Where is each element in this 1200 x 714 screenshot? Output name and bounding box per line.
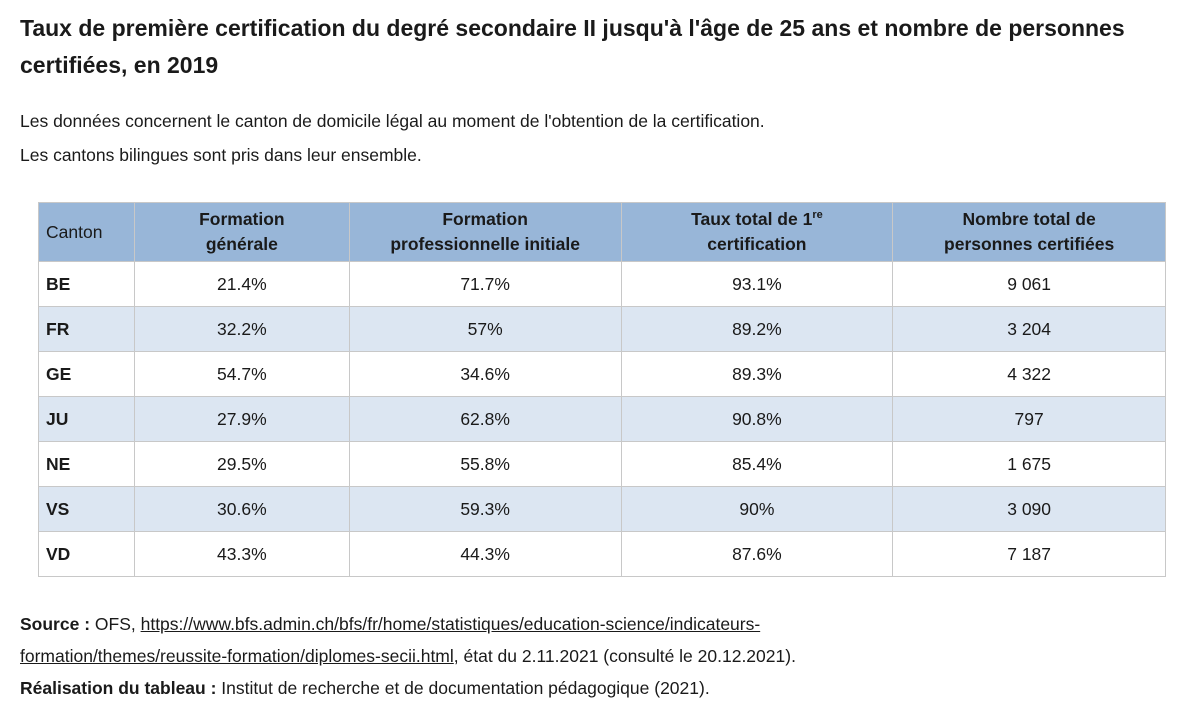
cell-pro: 44.3%: [348, 531, 622, 577]
subtitle-line-2: Les cantons bilingues sont pris dans leu…: [20, 145, 422, 165]
source-label: Source :: [20, 614, 91, 634]
table-row: GE 54.7% 34.6% 89.3% 4 322: [38, 351, 1166, 397]
cell-canton: GE: [38, 351, 135, 397]
cell-taux: 90.8%: [620, 396, 894, 442]
header-taux-total: Taux total de 1re certification: [620, 202, 894, 262]
header-taux-superscript: re: [812, 209, 823, 221]
cell-pro: 59.3%: [348, 486, 622, 532]
cell-nombre: 3 204: [892, 306, 1166, 352]
footer-notes: Source : OFS, https://www.bfs.admin.ch/b…: [20, 608, 1190, 704]
subtitle-line-1: Les données concernent le canton de domi…: [20, 111, 765, 131]
cell-canton: BE: [38, 261, 135, 307]
table-row: VS 30.6% 59.3% 90% 3 090: [38, 486, 1166, 532]
cell-pro: 34.6%: [348, 351, 622, 397]
cell-canton: JU: [38, 396, 135, 442]
cell-taux: 87.6%: [620, 531, 894, 577]
header-pro-line-2: professionnelle initiale: [390, 234, 580, 254]
cell-generale: 43.3%: [133, 531, 350, 577]
source-link-part-1[interactable]: https://www.bfs.admin.ch/bfs/fr/home/sta…: [140, 614, 761, 634]
header-generale-line-2: générale: [205, 234, 278, 254]
cell-taux: 89.2%: [620, 306, 894, 352]
realisation-line: Réalisation du tableau : Institut de rec…: [20, 672, 1190, 704]
header-nombre-line-1: Nombre total de: [962, 209, 1096, 229]
realisation-text: Institut de recherche et de documentatio…: [216, 678, 710, 698]
header-formation-generale: Formation générale: [133, 202, 350, 262]
cell-pro: 62.8%: [348, 396, 622, 442]
table-row: JU 27.9% 62.8% 90.8% 797: [38, 396, 1166, 442]
cell-canton: FR: [38, 306, 135, 352]
table-row: FR 32.2% 57% 89.2% 3 204: [38, 306, 1166, 352]
cell-taux: 93.1%: [620, 261, 894, 307]
source-state: , état du 2.11.2021 (consulté le 20.12.2…: [453, 646, 796, 666]
cell-taux: 85.4%: [620, 441, 894, 487]
realisation-label: Réalisation du tableau :: [20, 678, 217, 698]
header-taux-line-1: Taux total de 1: [691, 209, 813, 229]
source-line-2: formation/themes/reussite-formation/dipl…: [20, 640, 1190, 672]
table-row: BE 21.4% 71.7% 93.1% 9 061: [38, 261, 1166, 307]
cell-pro: 57%: [348, 306, 622, 352]
cell-nombre: 1 675: [892, 441, 1166, 487]
header-taux-line-2: certification: [707, 234, 807, 254]
source-line-1: Source : OFS, https://www.bfs.admin.ch/b…: [20, 608, 1190, 640]
cell-nombre: 797: [892, 396, 1166, 442]
cell-nombre: 9 061: [892, 261, 1166, 307]
certification-table: Canton Formation générale Formation prof…: [38, 202, 1166, 577]
cell-pro: 55.8%: [348, 441, 622, 487]
cell-generale: 54.7%: [133, 351, 350, 397]
cell-generale: 30.6%: [133, 486, 350, 532]
header-nombre-line-2: personnes certifiées: [944, 234, 1115, 254]
page-title: Taux de première certification du degré …: [20, 15, 1125, 78]
header-nombre-total: Nombre total de personnes certifiées: [892, 202, 1166, 262]
header-formation-professionnelle: Formation professionnelle initiale: [348, 202, 622, 262]
cell-pro: 71.7%: [348, 261, 622, 307]
cell-generale: 27.9%: [133, 396, 350, 442]
cell-nombre: 4 322: [892, 351, 1166, 397]
source-org: OFS,: [90, 614, 141, 634]
cell-generale: 21.4%: [133, 261, 350, 307]
table-row: NE 29.5% 55.8% 85.4% 1 675: [38, 441, 1166, 487]
cell-generale: 29.5%: [133, 441, 350, 487]
cell-canton: NE: [38, 441, 135, 487]
source-link-part-2[interactable]: formation/themes/reussite-formation/dipl…: [20, 646, 454, 666]
cell-generale: 32.2%: [133, 306, 350, 352]
cell-nombre: 7 187: [892, 531, 1166, 577]
cell-taux: 89.3%: [620, 351, 894, 397]
cell-taux: 90%: [620, 486, 894, 532]
cell-nombre: 3 090: [892, 486, 1166, 532]
header-canton: Canton: [38, 202, 135, 262]
table-row: VD 43.3% 44.3% 87.6% 7 187: [38, 531, 1166, 577]
header-pro-line-1: Formation: [442, 209, 528, 229]
table-header-row: Canton Formation générale Formation prof…: [38, 202, 1166, 262]
header-generale-line-1: Formation: [199, 209, 285, 229]
subtitle: Les données concernent le canton de domi…: [20, 104, 1180, 172]
cell-canton: VS: [38, 486, 135, 532]
cell-canton: VD: [38, 531, 135, 577]
